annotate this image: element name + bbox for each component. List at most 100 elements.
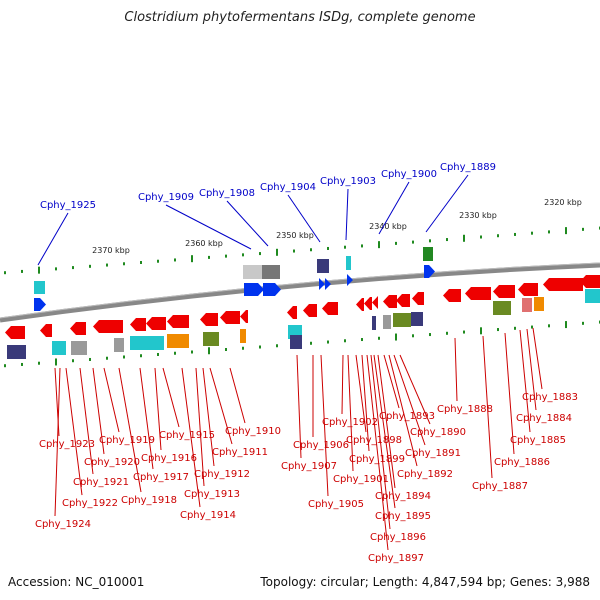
gene-arrow xyxy=(364,297,372,310)
gene-arrow xyxy=(580,275,600,288)
gene-label: Cphy_1884 xyxy=(516,413,572,424)
tick-mark xyxy=(276,344,278,348)
gene-label: Cphy_1921 xyxy=(73,477,129,488)
gene-arrow xyxy=(443,289,461,302)
gene-box xyxy=(393,313,411,327)
gene-arrow xyxy=(372,296,378,309)
tick-mark xyxy=(242,253,244,257)
tick-mark xyxy=(276,248,278,256)
gene-label: Cphy_1897 xyxy=(368,553,424,564)
tick-mark xyxy=(412,240,414,244)
leader-line xyxy=(209,367,233,445)
leader-line xyxy=(37,212,69,266)
leader-line xyxy=(373,354,396,509)
gene-label: Cphy_1898 xyxy=(346,435,402,446)
gene-label: Cphy_1924 xyxy=(35,519,91,530)
gene-label: Cphy_1891 xyxy=(405,448,461,459)
tick-mark xyxy=(548,324,550,328)
gene-label: Cphy_1914 xyxy=(180,510,236,521)
leader-line xyxy=(202,367,215,467)
gene-arrow xyxy=(383,295,397,308)
gene-label: Cphy_1913 xyxy=(184,489,240,500)
tick-mark xyxy=(395,333,397,341)
gene-box xyxy=(493,301,511,315)
tick-mark xyxy=(38,361,40,365)
gene-arrow xyxy=(319,278,325,290)
gene-box xyxy=(585,289,600,303)
gene-box xyxy=(7,345,26,359)
gene-label: Cphy_1889 xyxy=(440,162,496,173)
tick-mark xyxy=(480,235,482,239)
gene-arrow xyxy=(40,324,52,337)
gene-label: Cphy_1917 xyxy=(133,472,189,483)
gene-box xyxy=(346,256,351,270)
tick-mark xyxy=(242,346,244,350)
gene-box xyxy=(383,315,391,329)
leader-line xyxy=(341,354,344,415)
tick-mark xyxy=(157,259,159,263)
tick-mark xyxy=(497,234,499,238)
gene-label: Cphy_1906 xyxy=(293,440,349,451)
tick-mark xyxy=(514,232,516,236)
gene-box xyxy=(167,334,189,348)
gene-arrow xyxy=(220,311,240,324)
scale-label: 2370 kbp xyxy=(92,246,130,255)
leader-line xyxy=(377,354,396,489)
gene-label: Cphy_1919 xyxy=(99,435,155,446)
gene-label: Cphy_1904 xyxy=(260,182,316,193)
tick-mark xyxy=(140,261,142,264)
tick-mark xyxy=(89,264,91,268)
tick-mark xyxy=(55,358,57,366)
tick-mark xyxy=(429,239,431,243)
gene-label: Cphy_1923 xyxy=(39,439,95,450)
leader-line xyxy=(482,335,493,479)
gene-box xyxy=(243,265,263,279)
gene-arrow xyxy=(347,274,353,286)
gene-box xyxy=(114,338,124,352)
leader-line xyxy=(229,367,246,424)
leader-line xyxy=(454,337,458,402)
gene-arrow xyxy=(93,320,123,333)
tick-mark xyxy=(21,269,23,273)
gene-arrow xyxy=(130,318,146,331)
gene-arrow xyxy=(356,298,364,311)
gene-label: Cphy_1888 xyxy=(437,404,493,415)
tick-mark xyxy=(106,263,108,267)
gene-label: Cphy_1901 xyxy=(333,474,389,485)
gene-label: Cphy_1905 xyxy=(308,499,364,510)
tick-mark xyxy=(344,339,346,343)
gene-arrow xyxy=(325,278,331,290)
gene-label: Cphy_1886 xyxy=(494,457,550,468)
leader-line xyxy=(165,204,252,250)
tick-mark xyxy=(4,271,6,275)
gene-box xyxy=(423,247,433,261)
gene-label: Cphy_1899 xyxy=(349,454,405,465)
tick-mark xyxy=(327,246,329,250)
gene-box xyxy=(534,297,544,311)
tick-mark xyxy=(191,255,193,263)
tick-mark xyxy=(21,362,23,366)
tick-mark xyxy=(225,348,227,351)
tick-mark xyxy=(293,249,295,253)
leader-line xyxy=(320,354,329,497)
scale-labels: 2320 kbp 2330 kbp 2340 kbp 2350 kbp 2360 kbp… xyxy=(92,198,582,255)
gene-arrow xyxy=(412,292,424,305)
leader-line xyxy=(361,354,370,452)
tick-mark xyxy=(531,231,533,235)
tick-mark xyxy=(446,238,448,242)
gene-arrow xyxy=(396,294,410,307)
leader-line xyxy=(181,367,201,508)
tick-mark xyxy=(225,254,227,258)
tick-mark xyxy=(106,356,108,360)
gene-arrow xyxy=(244,283,264,296)
leader-line xyxy=(118,367,142,493)
scale-label: 2340 kbp xyxy=(369,222,407,231)
leader-line xyxy=(154,367,162,451)
gene-features xyxy=(5,247,600,359)
tick-mark xyxy=(429,333,431,337)
gene-label: Cphy_1903 xyxy=(320,176,376,187)
tick-mark xyxy=(174,258,176,262)
gene-box xyxy=(317,259,329,273)
gene-label: Cphy_1918 xyxy=(121,495,177,506)
gene-arrow xyxy=(543,278,583,291)
